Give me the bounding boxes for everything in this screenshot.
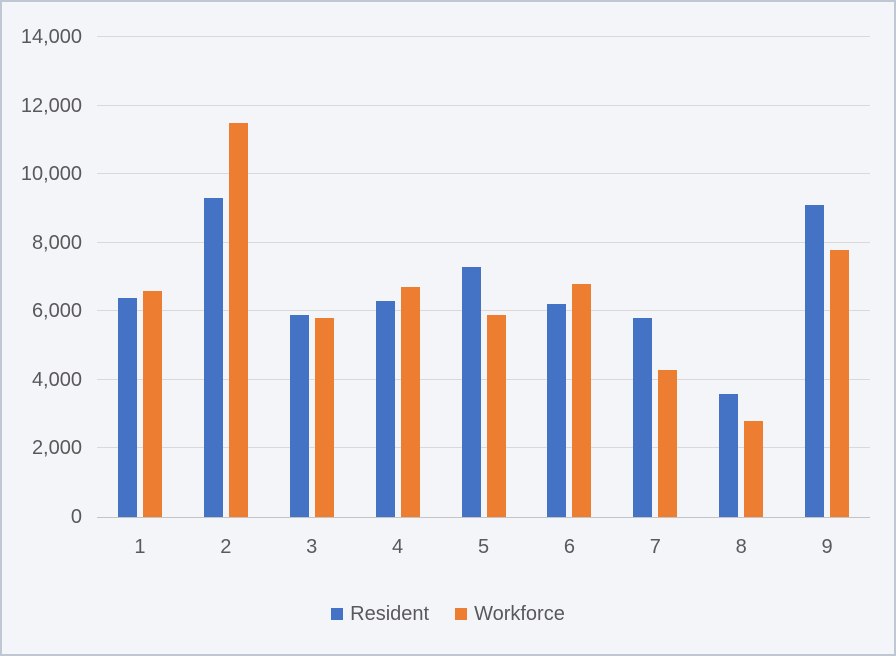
y-tick-label: 4,000 (31, 368, 82, 391)
bar-resident-9 (805, 205, 825, 517)
bar-workforce-9 (830, 249, 850, 517)
x-tick-label: 5 (477, 536, 490, 558)
bar-resident-3 (289, 314, 309, 517)
gridline (97, 378, 870, 380)
y-tick-label: 12,000 (20, 94, 82, 117)
bar-workforce-4 (400, 287, 420, 517)
legend-label: Workforce (474, 602, 565, 625)
x-tick-label: 8 (735, 536, 747, 558)
legend: Resident Workforce (2, 599, 894, 629)
bar-workforce-7 (658, 369, 678, 517)
bar-resident-5 (461, 266, 481, 517)
x-axis-line (97, 517, 870, 518)
gridline (97, 310, 870, 312)
gridline (97, 173, 870, 175)
gridline (97, 447, 870, 449)
y-tick-label: 14,000 (20, 26, 82, 48)
bar-resident-2 (203, 198, 223, 517)
x-tick-label: 6 (563, 536, 575, 558)
gridline (97, 36, 870, 37)
bar-workforce-6 (572, 283, 592, 517)
bar-workforce-8 (744, 421, 764, 517)
x-tick-label: 2 (220, 536, 232, 558)
legend-label: Resident (350, 602, 430, 625)
legend-swatch-workforce (455, 608, 468, 620)
x-tick-label: 9 (821, 536, 833, 558)
legend-item-resident: Resident (331, 603, 429, 626)
x-tick-label: 1 (134, 536, 146, 558)
x-tick-label: 4 (392, 536, 404, 558)
bar-resident-6 (547, 304, 567, 517)
bar-resident-8 (719, 393, 739, 517)
bar-workforce-5 (486, 314, 506, 517)
x-tick-label: 3 (306, 536, 318, 558)
gridline (97, 104, 870, 106)
bar-workforce-1 (142, 290, 162, 517)
y-tick-label: 6,000 (31, 300, 82, 323)
bar-workforce-2 (228, 122, 248, 517)
bar-resident-7 (633, 318, 653, 517)
bar-workforce-3 (314, 318, 334, 517)
bar-resident-4 (375, 301, 395, 517)
plot-area (97, 36, 870, 518)
gridline (97, 241, 870, 243)
y-tick-label: 8,000 (31, 231, 82, 254)
y-tick-label: 0 (70, 506, 82, 528)
y-tick-label: 10,000 (20, 163, 82, 186)
y-tick-label: 2,000 (31, 437, 82, 460)
bar-resident-1 (117, 297, 137, 517)
x-tick-label: 7 (649, 536, 661, 558)
legend-item-workforce: Workforce (455, 603, 565, 626)
legend-swatch-resident (331, 608, 344, 620)
